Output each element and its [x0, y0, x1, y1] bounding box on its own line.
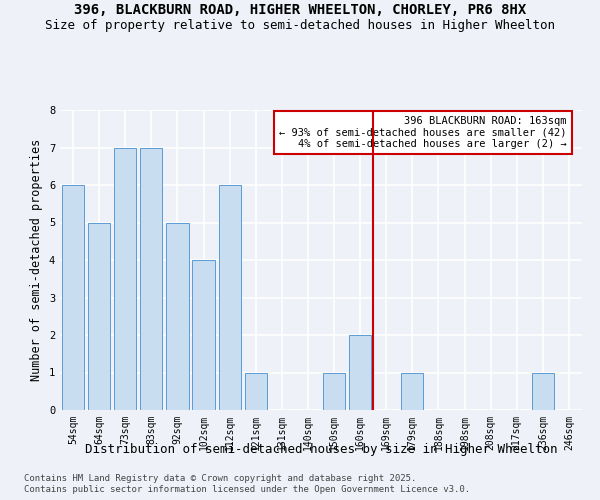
- Bar: [114, 148, 136, 410]
- Y-axis label: Number of semi-detached properties: Number of semi-detached properties: [31, 139, 43, 381]
- Text: 396, BLACKBURN ROAD, HIGHER WHEELTON, CHORLEY, PR6 8HX: 396, BLACKBURN ROAD, HIGHER WHEELTON, CH…: [74, 2, 526, 16]
- Bar: [166, 222, 188, 410]
- Text: Size of property relative to semi-detached houses in Higher Wheelton: Size of property relative to semi-detach…: [45, 19, 555, 32]
- Bar: [245, 372, 267, 410]
- Bar: [349, 335, 371, 410]
- Text: Distribution of semi-detached houses by size in Higher Wheelton: Distribution of semi-detached houses by …: [85, 442, 557, 456]
- Bar: [323, 372, 345, 410]
- Bar: [401, 372, 424, 410]
- Bar: [140, 148, 163, 410]
- Text: 396 BLACKBURN ROAD: 163sqm
← 93% of semi-detached houses are smaller (42)
4% of : 396 BLACKBURN ROAD: 163sqm ← 93% of semi…: [279, 116, 566, 149]
- Bar: [62, 185, 84, 410]
- Bar: [218, 185, 241, 410]
- Text: Contains public sector information licensed under the Open Government Licence v3: Contains public sector information licen…: [24, 485, 470, 494]
- Bar: [88, 222, 110, 410]
- Text: Contains HM Land Registry data © Crown copyright and database right 2025.: Contains HM Land Registry data © Crown c…: [24, 474, 416, 483]
- Bar: [532, 372, 554, 410]
- Bar: [193, 260, 215, 410]
